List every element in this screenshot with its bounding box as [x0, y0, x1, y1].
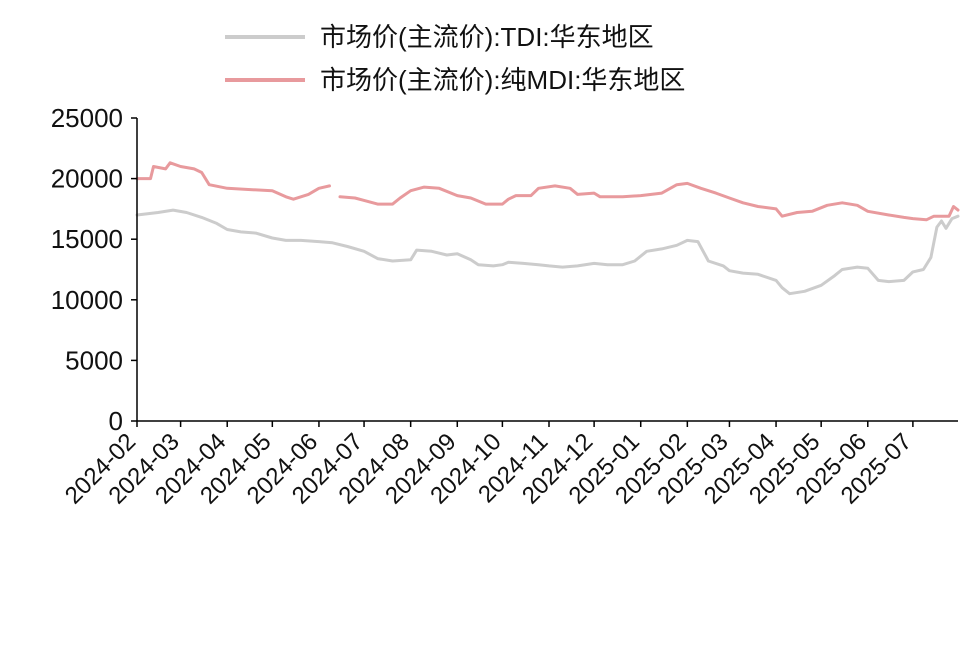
y-tick-label: 5000: [65, 345, 123, 375]
series-line-mdi: [135, 161, 960, 222]
series-line-tdi: [135, 208, 960, 296]
y-tick-label: 25000: [51, 103, 123, 133]
plot-area: [135, 161, 960, 296]
y-tick-label: 15000: [51, 224, 123, 254]
legend-label: 市场价(主流价):TDI:华东地区: [320, 22, 654, 52]
y-tick-label: 20000: [51, 164, 123, 194]
legend-label: 市场价(主流价):纯MDI:华东地区: [320, 65, 685, 95]
y-tick-label: 10000: [51, 285, 123, 315]
y-tick-label: 0: [109, 406, 123, 436]
axes: 05000100001500020000250002024-022024-032…: [51, 103, 958, 510]
